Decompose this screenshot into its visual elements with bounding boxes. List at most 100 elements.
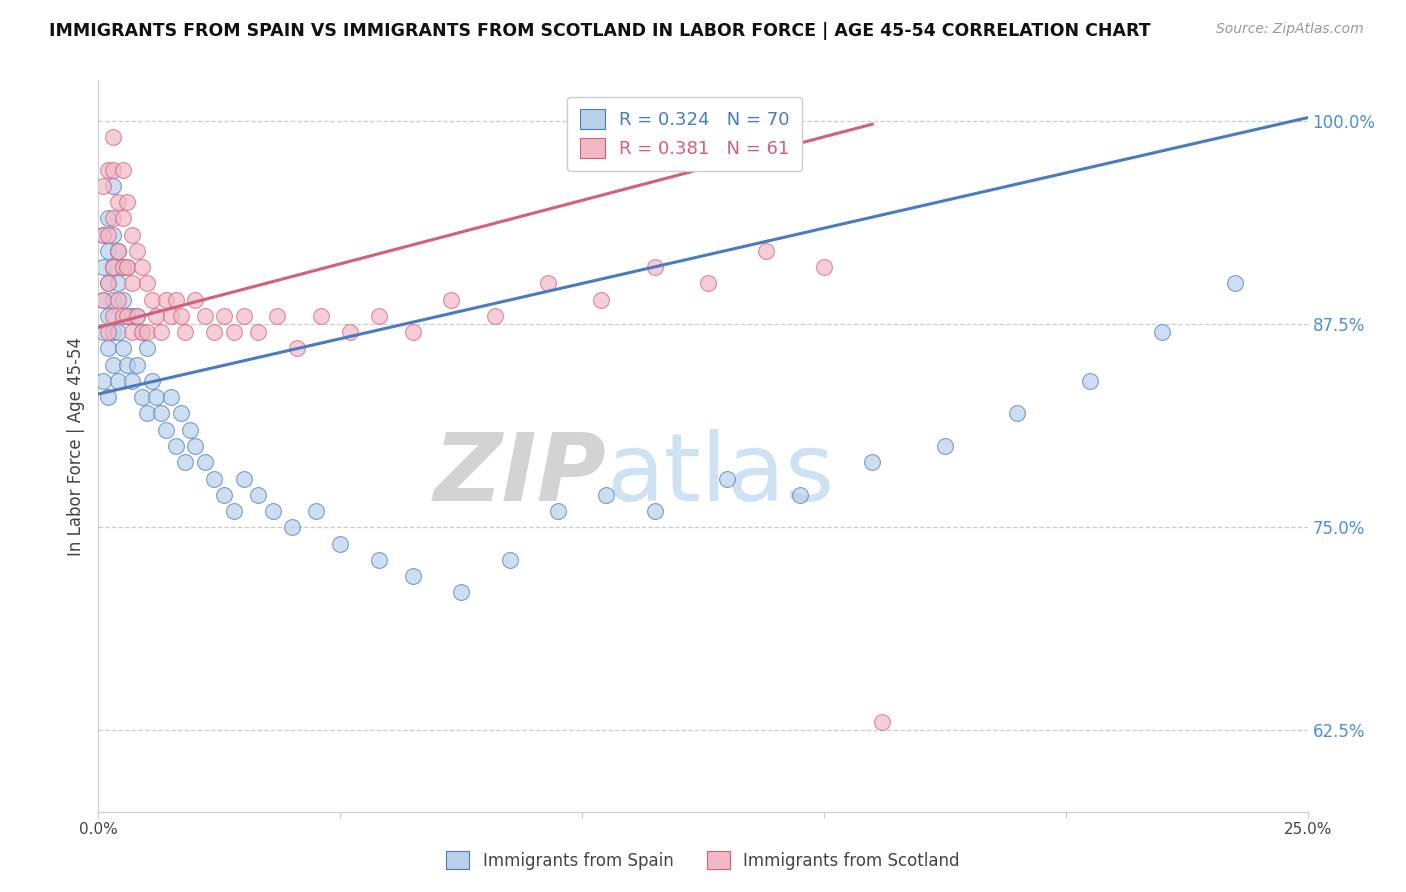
Point bbox=[547, 504, 569, 518]
Point bbox=[184, 439, 207, 453]
Point bbox=[368, 309, 391, 323]
Text: atlas: atlas bbox=[606, 429, 835, 521]
Point bbox=[247, 325, 270, 339]
Point bbox=[97, 244, 120, 258]
Point bbox=[101, 162, 124, 177]
Point bbox=[212, 309, 235, 323]
Point bbox=[101, 130, 124, 145]
Point bbox=[870, 715, 893, 730]
Point bbox=[595, 488, 617, 502]
Point bbox=[644, 260, 666, 275]
Point bbox=[860, 455, 883, 469]
Point bbox=[101, 211, 124, 226]
Point bbox=[91, 227, 114, 242]
Y-axis label: In Labor Force | Age 45-54: In Labor Force | Age 45-54 bbox=[66, 336, 84, 556]
Point bbox=[121, 374, 143, 388]
Point bbox=[232, 471, 254, 485]
Point bbox=[165, 439, 187, 453]
Point bbox=[204, 471, 226, 485]
Point bbox=[194, 309, 217, 323]
Point bbox=[1078, 374, 1101, 388]
Point bbox=[755, 244, 778, 258]
Text: ZIP: ZIP bbox=[433, 429, 606, 521]
Point bbox=[402, 325, 425, 339]
Point bbox=[135, 407, 157, 421]
Point bbox=[107, 244, 129, 258]
Point bbox=[97, 227, 120, 242]
Point bbox=[91, 227, 114, 242]
Point bbox=[537, 277, 560, 291]
Point bbox=[368, 553, 391, 567]
Point bbox=[1007, 407, 1029, 421]
Point bbox=[91, 293, 114, 307]
Point bbox=[111, 260, 134, 275]
Point bbox=[165, 293, 187, 307]
Point bbox=[127, 358, 149, 372]
Point bbox=[131, 390, 153, 404]
Point bbox=[305, 504, 328, 518]
Point bbox=[107, 277, 129, 291]
Legend: Immigrants from Spain, Immigrants from Scotland: Immigrants from Spain, Immigrants from S… bbox=[440, 845, 967, 877]
Point bbox=[644, 504, 666, 518]
Point bbox=[155, 423, 177, 437]
Point bbox=[135, 277, 157, 291]
Point bbox=[309, 309, 332, 323]
Point bbox=[121, 277, 143, 291]
Point bbox=[174, 325, 197, 339]
Point bbox=[329, 536, 352, 550]
Point bbox=[450, 585, 472, 599]
Point bbox=[91, 178, 114, 193]
Point bbox=[145, 390, 167, 404]
Point bbox=[813, 260, 835, 275]
Point bbox=[145, 309, 167, 323]
Point bbox=[107, 325, 129, 339]
Point bbox=[117, 260, 139, 275]
Point bbox=[1223, 277, 1246, 291]
Point bbox=[141, 374, 163, 388]
Point bbox=[111, 309, 134, 323]
Point bbox=[179, 423, 201, 437]
Point bbox=[131, 260, 153, 275]
Point bbox=[111, 211, 134, 226]
Point bbox=[97, 390, 120, 404]
Point bbox=[101, 178, 124, 193]
Point bbox=[127, 244, 149, 258]
Point bbox=[127, 309, 149, 323]
Point bbox=[91, 374, 114, 388]
Point bbox=[204, 325, 226, 339]
Point bbox=[101, 260, 124, 275]
Point bbox=[107, 374, 129, 388]
Text: Source: ZipAtlas.com: Source: ZipAtlas.com bbox=[1216, 22, 1364, 37]
Point bbox=[789, 488, 811, 502]
Point bbox=[117, 358, 139, 372]
Point bbox=[101, 358, 124, 372]
Point bbox=[150, 325, 173, 339]
Point bbox=[934, 439, 956, 453]
Point bbox=[174, 455, 197, 469]
Point bbox=[285, 342, 308, 356]
Point bbox=[117, 309, 139, 323]
Point bbox=[281, 520, 304, 534]
Point bbox=[97, 342, 120, 356]
Point bbox=[121, 309, 143, 323]
Point bbox=[91, 293, 114, 307]
Point bbox=[266, 309, 288, 323]
Point bbox=[101, 309, 124, 323]
Point bbox=[97, 277, 120, 291]
Point bbox=[160, 309, 183, 323]
Point bbox=[121, 325, 143, 339]
Point bbox=[117, 260, 139, 275]
Point bbox=[107, 195, 129, 210]
Point bbox=[107, 244, 129, 258]
Text: IMMIGRANTS FROM SPAIN VS IMMIGRANTS FROM SCOTLAND IN LABOR FORCE | AGE 45-54 COR: IMMIGRANTS FROM SPAIN VS IMMIGRANTS FROM… bbox=[49, 22, 1152, 40]
Point bbox=[101, 227, 124, 242]
Point bbox=[111, 342, 134, 356]
Point bbox=[232, 309, 254, 323]
Point bbox=[127, 309, 149, 323]
Point bbox=[402, 569, 425, 583]
Point bbox=[117, 195, 139, 210]
Point bbox=[169, 309, 191, 323]
Point bbox=[97, 309, 120, 323]
Point bbox=[111, 260, 134, 275]
Point bbox=[184, 293, 207, 307]
